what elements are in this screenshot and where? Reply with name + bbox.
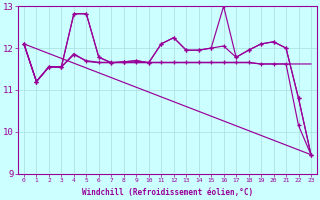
X-axis label: Windchill (Refroidissement éolien,°C): Windchill (Refroidissement éolien,°C) — [82, 188, 253, 197]
